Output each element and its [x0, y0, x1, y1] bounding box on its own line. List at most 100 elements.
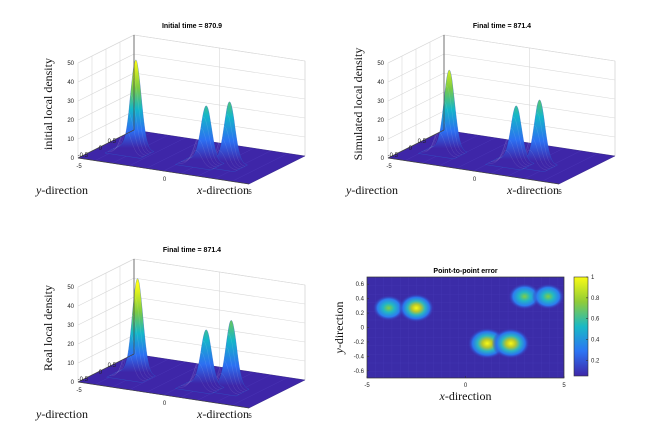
peak-mesh-line [493, 127, 530, 167]
z-grid-line [77, 110, 306, 140]
density-peak [484, 105, 535, 171]
x-tick-label: 0 [163, 177, 167, 183]
y-axis-line [77, 129, 135, 159]
z-grid-line [77, 91, 306, 121]
y-axis-label: y-direction [332, 302, 346, 355]
y-tick-label: 0.5 [108, 363, 117, 369]
heatmap-panel: -5 0 5 0.6 0.4 0.2 0 -0.2 -0.4 -0.6 Point-to-point… [332, 268, 600, 403]
z-grid-line [77, 277, 306, 307]
y-axis-line [77, 353, 135, 383]
panel-title: Initial time = 870.9 [162, 23, 222, 30]
x-axis-line [387, 157, 560, 185]
peak-mesh-line [107, 128, 144, 157]
density-peak [104, 59, 155, 159]
colorbar-tick-label: 1 [591, 275, 595, 281]
peak-mesh-line [186, 116, 222, 165]
floor-grid [541, 153, 598, 182]
y-tick-label: -0.2 [354, 340, 365, 346]
panel-title: Final time = 871.4 [163, 247, 221, 254]
x-tick-label: -5 [76, 164, 82, 170]
y-tick-label: -0.6 [354, 369, 365, 375]
z-axis-label: initial local density [41, 58, 55, 150]
error-blob [508, 283, 542, 310]
error-blob [398, 293, 435, 323]
colorbar-tick-label: 0.4 [591, 338, 600, 344]
density-peak [417, 69, 468, 160]
error-blob [491, 328, 530, 359]
x-tick-label: 5 [248, 414, 252, 420]
x-tick-label: -5 [76, 388, 82, 394]
peak-mesh-line [180, 362, 217, 392]
z-tick-label: 30 [67, 99, 74, 105]
peak-mesh-line [178, 374, 215, 393]
peak-mesh-line [423, 116, 460, 157]
z-tick-label: 40 [377, 80, 384, 86]
x-tick-label: 0 [163, 401, 167, 407]
y-axis-line [387, 129, 445, 159]
floor-grid [231, 153, 288, 182]
y-tick-label: 0 [99, 146, 103, 152]
floor-grid [439, 137, 496, 166]
z-tick-label: 40 [67, 80, 74, 86]
z-tick-label: 20 [377, 118, 384, 124]
density-peak [174, 105, 225, 171]
z-grid-line [77, 258, 306, 288]
x-axis-label: x-direction [506, 183, 559, 197]
z-tick-label: 20 [67, 342, 74, 348]
peak-mesh-line [488, 150, 525, 169]
y-axis-label: y-direction [35, 183, 88, 197]
peak-mesh-line [109, 351, 146, 382]
z-tick-label: 50 [377, 61, 384, 67]
density-peak [106, 278, 156, 383]
y-axis-label: y-direction [35, 407, 88, 421]
floor-grid [231, 377, 288, 406]
z-grid-line [387, 72, 616, 102]
colorbar-tick-label: 0.8 [591, 296, 600, 302]
y-tick-label: 0.5 [108, 139, 117, 145]
error-blob [372, 295, 405, 321]
density-peak [174, 329, 225, 395]
peak-mesh-line [178, 150, 215, 169]
x-tick-label: 0 [464, 383, 468, 389]
x-tick-label: 5 [558, 190, 562, 196]
y-tick-label: 0 [409, 146, 413, 152]
colorbar-tick-label: 0.6 [591, 317, 600, 323]
y-axis-label: y-direction [345, 183, 398, 197]
y-tick-label: 0.6 [356, 282, 365, 288]
y-tick-label: 0 [361, 326, 365, 332]
x-tick-label: -5 [364, 383, 370, 389]
z-axis-label: Real local density [41, 285, 55, 371]
z-grid-line [387, 110, 616, 140]
peak-mesh-line [117, 296, 153, 378]
z-grid-line [387, 34, 616, 64]
floor-grid [129, 137, 186, 166]
z-grid-line [77, 34, 306, 64]
x-tick-label: 5 [562, 383, 566, 389]
colorbar-tick-label: 0.2 [591, 358, 600, 364]
floor-grid [146, 364, 203, 393]
floor-grid [456, 140, 513, 169]
density-peak [199, 319, 250, 397]
floor-grid [129, 361, 186, 390]
z-tick-label: 0 [381, 156, 385, 162]
peak-mesh-line [183, 127, 220, 167]
peak-mesh-line [110, 111, 147, 156]
x-axis-label: x-direction [196, 183, 249, 197]
z-grid-line [77, 315, 306, 345]
y-tick-label: -0.5 [78, 377, 89, 383]
z-tick-label: 0 [71, 380, 75, 386]
y-tick-label: 0.5 [418, 139, 427, 145]
x-tick-label: 5 [248, 190, 252, 196]
peak-mesh-line [490, 138, 527, 168]
peak-mesh-line [114, 314, 151, 379]
z-tick-label: 10 [377, 137, 384, 143]
y-tick-label: 0.4 [356, 297, 365, 303]
x-axis-line [77, 157, 250, 185]
z-tick-label: 30 [377, 99, 384, 105]
z-tick-label: 10 [67, 137, 74, 143]
y-tick-label: 0 [99, 370, 103, 376]
peak-mesh-line [112, 333, 148, 380]
